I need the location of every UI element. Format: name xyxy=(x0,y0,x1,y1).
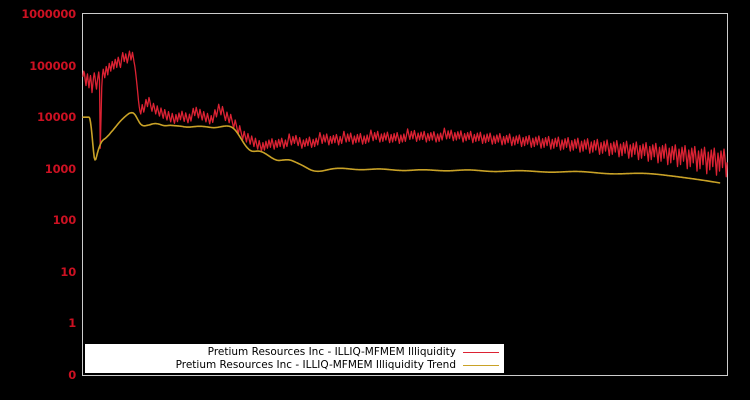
legend-swatch-illiquidity-trend xyxy=(463,360,499,370)
axes-frame xyxy=(82,13,728,376)
series-layer xyxy=(82,50,728,184)
series-line-illiquidity-trend xyxy=(82,111,721,184)
y-axis-tick-labels: 1000000 100000 10000 1000 100 10 1 0 xyxy=(0,0,76,400)
legend-entry-label: Pretium Resources Inc - ILLIQ-MFMEM Illi… xyxy=(207,346,456,358)
legend-entry[interactable]: Pretium Resources Inc - ILLIQ-MFMEM Illi… xyxy=(86,359,503,372)
y-axis-tick-label: 100000 xyxy=(29,58,76,73)
legend-swatch-illiquidity xyxy=(463,347,499,357)
y-axis-tick-label: 100 xyxy=(52,213,77,228)
y-axis-tick-label: 10 xyxy=(60,264,76,279)
y-axis-tick-label: 1000000 xyxy=(21,7,76,21)
series-line-illiquidity xyxy=(82,50,728,178)
y-axis-tick-label: 10000 xyxy=(36,110,76,125)
legend-entry-label: Pretium Resources Inc - ILLIQ-MFMEM Illi… xyxy=(175,359,456,371)
chart-legend[interactable]: Pretium Resources Inc - ILLIQ-MFMEM Illi… xyxy=(85,344,504,373)
y-axis-tick-label: 0 xyxy=(68,368,76,382)
legend-entry[interactable]: Pretium Resources Inc - ILLIQ-MFMEM Illi… xyxy=(86,346,503,359)
y-axis-tick-label: 1000 xyxy=(44,161,76,176)
y-axis-tick-label: 1 xyxy=(68,316,76,331)
